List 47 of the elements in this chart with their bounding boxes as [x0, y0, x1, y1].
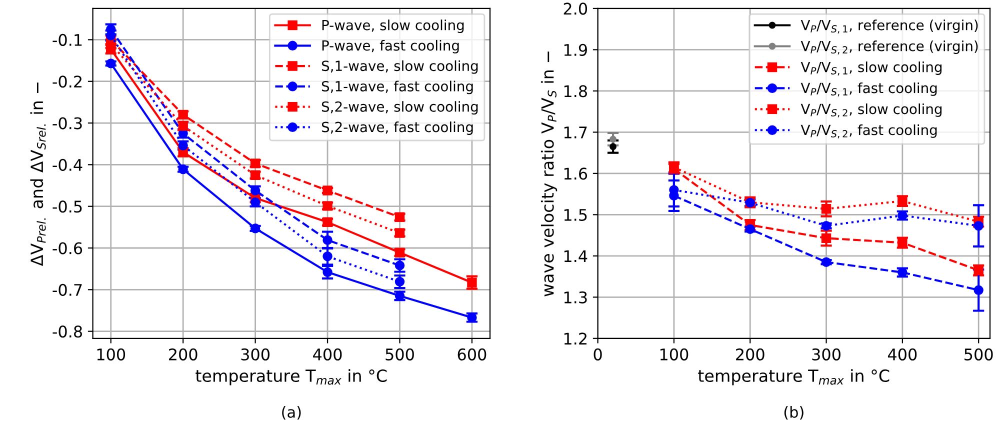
y-tick-label: 1.5 — [564, 209, 587, 221]
y-tick-label: -0.1 — [52, 34, 82, 46]
x-tick-label: 300 — [812, 348, 840, 360]
x-axis-title: temperature T$_{max}$ in °C — [196, 369, 387, 386]
x-tick-label: 600 — [458, 348, 486, 360]
y-tick-label: 1.7 — [564, 126, 587, 138]
y-axis-title: ΔV$_{Prel.}$ and ΔV$_{Srel.}$ in − — [30, 82, 46, 266]
legend-label: S,2-wave, slow cooling — [322, 101, 478, 115]
legend-label: V$_{P}$/V$_{S,1}$, fast cooling — [800, 82, 937, 96]
legend-label: P-wave, slow cooling — [322, 20, 464, 34]
y-tick-label: -0.6 — [52, 242, 82, 254]
y-tick-label: 1.8 — [564, 85, 587, 98]
x-axis-title: temperature T$_{max}$ in °C — [698, 369, 890, 386]
y-tick-label: 2.0 — [564, 2, 588, 15]
y-tick-label: 1.2 — [564, 332, 586, 344]
legend-label: S,1-wave, fast cooling — [322, 80, 473, 94]
legend-label: P-wave, fast cooling — [322, 40, 459, 54]
legend-label: S,1-wave, slow cooling — [322, 60, 478, 74]
y-tick-label: -0.7 — [52, 284, 82, 296]
x-tick-label: 400 — [888, 348, 917, 360]
text: (b) — [784, 406, 804, 420]
text: (a) — [282, 406, 301, 420]
x-tick-label: 400 — [313, 348, 342, 360]
legend-label: V$_{P}$/V$_{S,2}$, slow cooling — [800, 103, 942, 118]
x-tick-label: 0 — [594, 348, 602, 360]
x-tick-label: 300 — [241, 348, 270, 360]
y-tick-label: 1.3 — [564, 291, 587, 304]
y-tick-label: -0.3 — [52, 117, 82, 130]
legend-label: V$_{P}$/V$_{S,2}$, fast cooling — [800, 124, 937, 138]
y-axis-title: wave velocity ratio V$_{P}$/V$_{S}$ in − — [540, 52, 558, 296]
legend-label: V$_{P}$/V$_{S,1}$, slow cooling — [800, 62, 942, 76]
y-tick-label: -0.8 — [52, 326, 82, 338]
x-tick-label: 200 — [169, 348, 198, 360]
legend-label: S,2-wave, fast cooling — [322, 122, 473, 135]
y-tick-label: -0.5 — [52, 200, 82, 213]
y-tick-label: 1.6 — [564, 168, 588, 180]
legend-label: V$_{P}$/V$_{S,2}$, reference (virgin) — [800, 40, 978, 55]
legend-label: V$_{P}$/V$_{S,1}$, reference (virgin) — [800, 20, 978, 34]
x-tick-label: 100 — [97, 348, 126, 360]
x-tick-label: 100 — [660, 348, 688, 360]
y-tick-label: 1.9 — [564, 44, 587, 56]
y-tick-label: -0.2 — [52, 76, 82, 88]
y-tick-label: 1.4 — [564, 250, 588, 262]
y-tick-label: -0.4 — [52, 158, 82, 171]
x-tick-label: 200 — [736, 348, 764, 360]
x-tick-label: 500 — [386, 348, 414, 360]
x-tick-label: 500 — [964, 348, 993, 360]
